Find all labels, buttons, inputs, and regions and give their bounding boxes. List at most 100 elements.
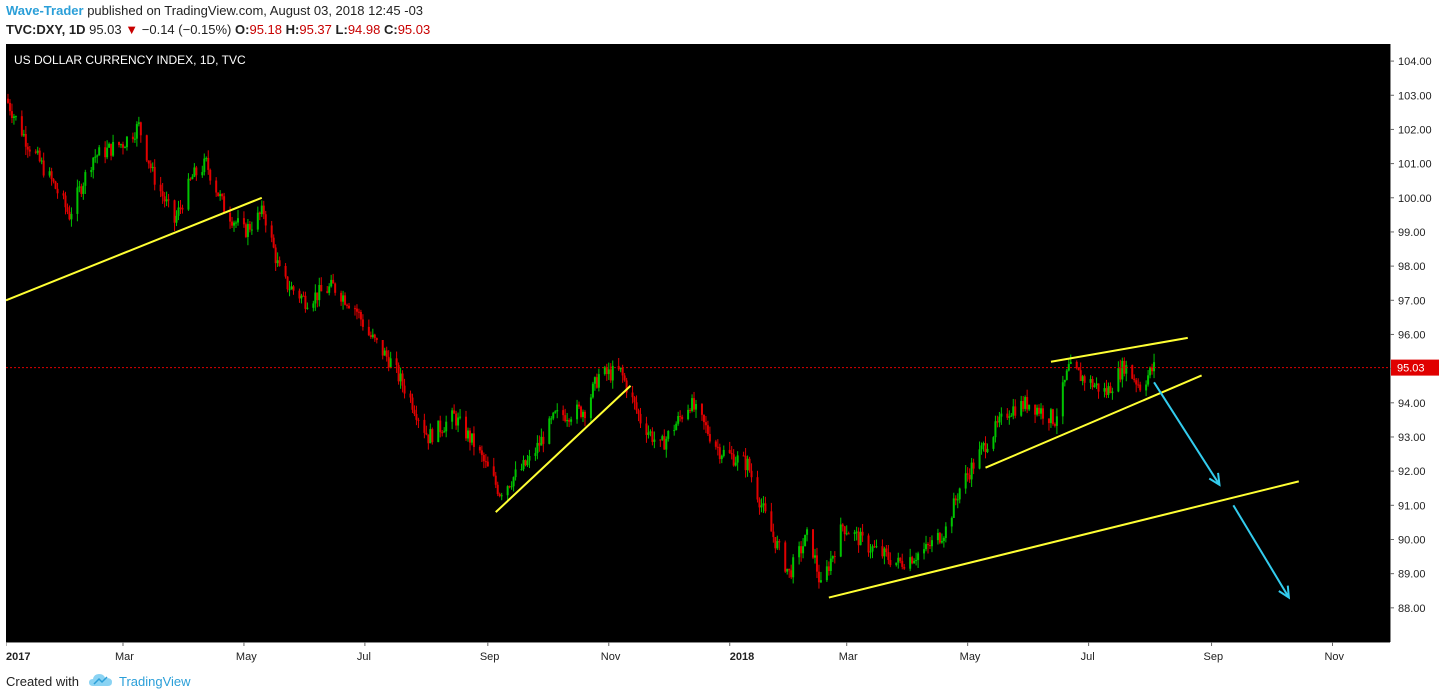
candle-body	[982, 443, 985, 446]
author-link[interactable]: Wave-Trader	[6, 3, 84, 18]
trendline	[495, 384, 632, 513]
candle-body	[361, 319, 364, 327]
price-tick-label: 88.00	[1398, 603, 1426, 615]
candle-body	[492, 466, 495, 476]
time-tick-label: May	[960, 651, 981, 663]
candle-body	[70, 213, 73, 220]
candle-body	[98, 147, 101, 156]
candle-body	[175, 215, 178, 223]
candle-body	[262, 205, 265, 215]
candle-body	[649, 431, 652, 433]
candle-body	[637, 410, 640, 414]
candle-body	[413, 409, 416, 415]
candle-body	[437, 420, 440, 443]
candle-body	[383, 350, 386, 356]
candle-body	[984, 443, 987, 453]
candle-body	[1028, 404, 1031, 410]
candle-body	[568, 419, 571, 422]
candle-body	[165, 199, 168, 202]
candle-body	[187, 178, 190, 210]
time-axis-panel[interactable]	[6, 642, 1444, 670]
candle-body	[120, 144, 123, 146]
time-tick-label: Nov	[601, 651, 621, 663]
candle-body	[911, 557, 914, 564]
candle-body	[1077, 368, 1080, 371]
candle-body	[580, 406, 583, 417]
candle-body	[522, 460, 525, 470]
candle-body	[478, 446, 481, 451]
candle-body	[718, 447, 721, 460]
candle-body	[215, 180, 218, 193]
candle-body	[318, 284, 321, 301]
candle-body	[966, 473, 969, 475]
candle-body	[302, 295, 305, 297]
plot-background	[6, 44, 1390, 642]
candle-body	[998, 416, 1001, 423]
candle-body	[693, 398, 696, 410]
chart-area[interactable]: 104.00 103.00 102.00 101.00 100.00 99.00 98.00…	[5, 44, 1444, 670]
candle-body	[687, 409, 690, 420]
candle-body	[927, 544, 930, 546]
candle-body	[595, 377, 598, 388]
created-with-label: Created with	[6, 674, 79, 689]
candle-body	[831, 556, 834, 559]
candle-body	[847, 533, 850, 535]
candle-body	[425, 432, 428, 435]
candle-body	[355, 308, 358, 312]
candle-body	[84, 172, 87, 186]
candle-body	[260, 205, 263, 215]
price-tick-label: 99.00	[1398, 227, 1426, 239]
tradingview-link[interactable]: TradingView	[118, 674, 191, 689]
candle-body	[732, 454, 735, 466]
candle-body	[1089, 379, 1092, 383]
candle-body	[1111, 391, 1114, 394]
candle-body	[542, 436, 545, 444]
candle-body	[348, 305, 351, 309]
price-axis-panel[interactable]	[1390, 44, 1444, 642]
publish-info: Wave-Trader published on TradingView.com…	[6, 3, 423, 18]
candle-body	[68, 211, 71, 220]
candle-body	[342, 295, 345, 302]
ohlc-line: TVC:DXY, 1D 95.03 ▼ −0.14 (−0.15%) O:95.…	[6, 22, 430, 37]
candle-body	[1069, 361, 1072, 365]
candle-body	[813, 555, 816, 558]
candle-body	[1008, 416, 1011, 418]
candle-body	[8, 102, 11, 112]
candle-body	[242, 218, 245, 225]
candle-body	[673, 430, 676, 432]
price-tick-label: 101.00	[1398, 159, 1432, 171]
candle-body	[445, 421, 448, 432]
candle-body	[679, 416, 682, 418]
candle-body	[550, 418, 553, 420]
candle-body	[357, 311, 360, 313]
candle-body	[1133, 378, 1136, 381]
candle-body	[819, 580, 822, 583]
candle-body	[778, 541, 781, 543]
time-tick-label: May	[236, 651, 257, 663]
candle-body	[576, 404, 579, 420]
candle-body	[395, 358, 398, 366]
candle-body	[593, 377, 596, 384]
time-tick-label: 2018	[730, 651, 754, 663]
candle-body	[118, 142, 121, 146]
candle-body	[179, 207, 182, 209]
candle-body	[645, 423, 648, 435]
candle-body	[730, 453, 733, 455]
candle-body	[1097, 383, 1100, 392]
candle-body	[1083, 376, 1086, 383]
candle-body	[798, 546, 801, 558]
candle-body	[855, 531, 858, 533]
candle-body	[661, 436, 664, 440]
price-tick-label: 97.00	[1398, 295, 1426, 307]
candle-body	[708, 434, 711, 442]
candle-body	[972, 462, 975, 469]
candle-body	[605, 367, 608, 375]
candle-body	[50, 171, 53, 180]
candle-body	[968, 474, 971, 480]
candle-body	[472, 433, 475, 447]
candle-body	[110, 143, 113, 156]
candle-body	[940, 540, 943, 543]
candle-body	[853, 532, 856, 535]
candle-body	[722, 449, 725, 456]
symbol-label[interactable]: TVC:DXY, 1D	[6, 22, 86, 37]
